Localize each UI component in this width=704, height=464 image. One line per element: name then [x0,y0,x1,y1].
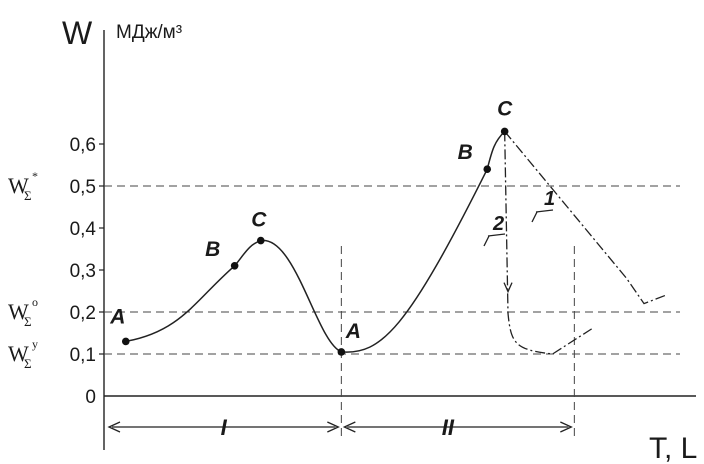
y-tick-label: 0,3 [70,261,96,282]
y-tick-label: 0,2 [70,303,96,324]
stage-label: II [442,415,455,440]
y-tick-label: 0 [85,387,96,408]
point-label: A [345,320,361,343]
data-point [256,236,265,245]
threshold-superscript: * [32,169,38,183]
curve-stage-1 [125,239,342,353]
stage-label: I [221,415,228,440]
threshold-label: W [8,173,29,198]
curve-group: 12 [125,130,667,355]
curve-stage-2 [341,130,506,353]
branch-2-line [504,131,593,355]
point-label: C [251,209,267,232]
stage-arrowhead [342,421,356,433]
y-tick-group: 0 0,1 0,2 0,3 0,4 0,5 0,6 [70,135,104,408]
y-axis-title: W [62,15,93,51]
data-point [500,127,509,136]
point-label: B [205,238,220,261]
stage-arrowhead [107,421,121,433]
y-tick-label: 0,6 [70,135,96,156]
point-label: A [109,305,125,328]
y-tick-label: 0,4 [70,219,97,240]
branch-2-leader [487,233,506,237]
point-group: A B C A B C [109,97,513,356]
stage-arrowhead [560,421,573,433]
branch-2-leader [483,235,490,247]
threshold-label: W [8,341,29,366]
threshold-label: W [8,299,29,324]
stage-arrowhead [327,421,340,433]
branch-1-line [504,130,667,305]
y-tick-label: 0,1 [70,345,96,366]
data-point [230,262,239,270]
branch-1-label: 1 [544,188,555,210]
stage-group: I II [107,246,575,440]
branch-1-leader [535,209,554,213]
data-point [483,165,492,173]
threshold-subscript: Σ [24,356,32,371]
y-axis-unit: МДж/м³ [116,22,182,43]
branch-2-label: 2 [492,213,504,235]
threshold-subscript: Σ [24,188,32,203]
point-label: C [497,97,513,120]
data-point [337,348,346,356]
branch-1-leader [531,211,538,223]
threshold-superscript: y [32,337,38,351]
y-tick-label: 0,5 [70,177,96,198]
threshold-subscript: Σ [24,314,32,329]
threshold-superscript: o [32,295,38,309]
data-point [121,337,130,346]
point-label: B [458,141,473,164]
branch-2-arrowhead [503,282,513,294]
x-axis-title: T, L [649,432,697,464]
